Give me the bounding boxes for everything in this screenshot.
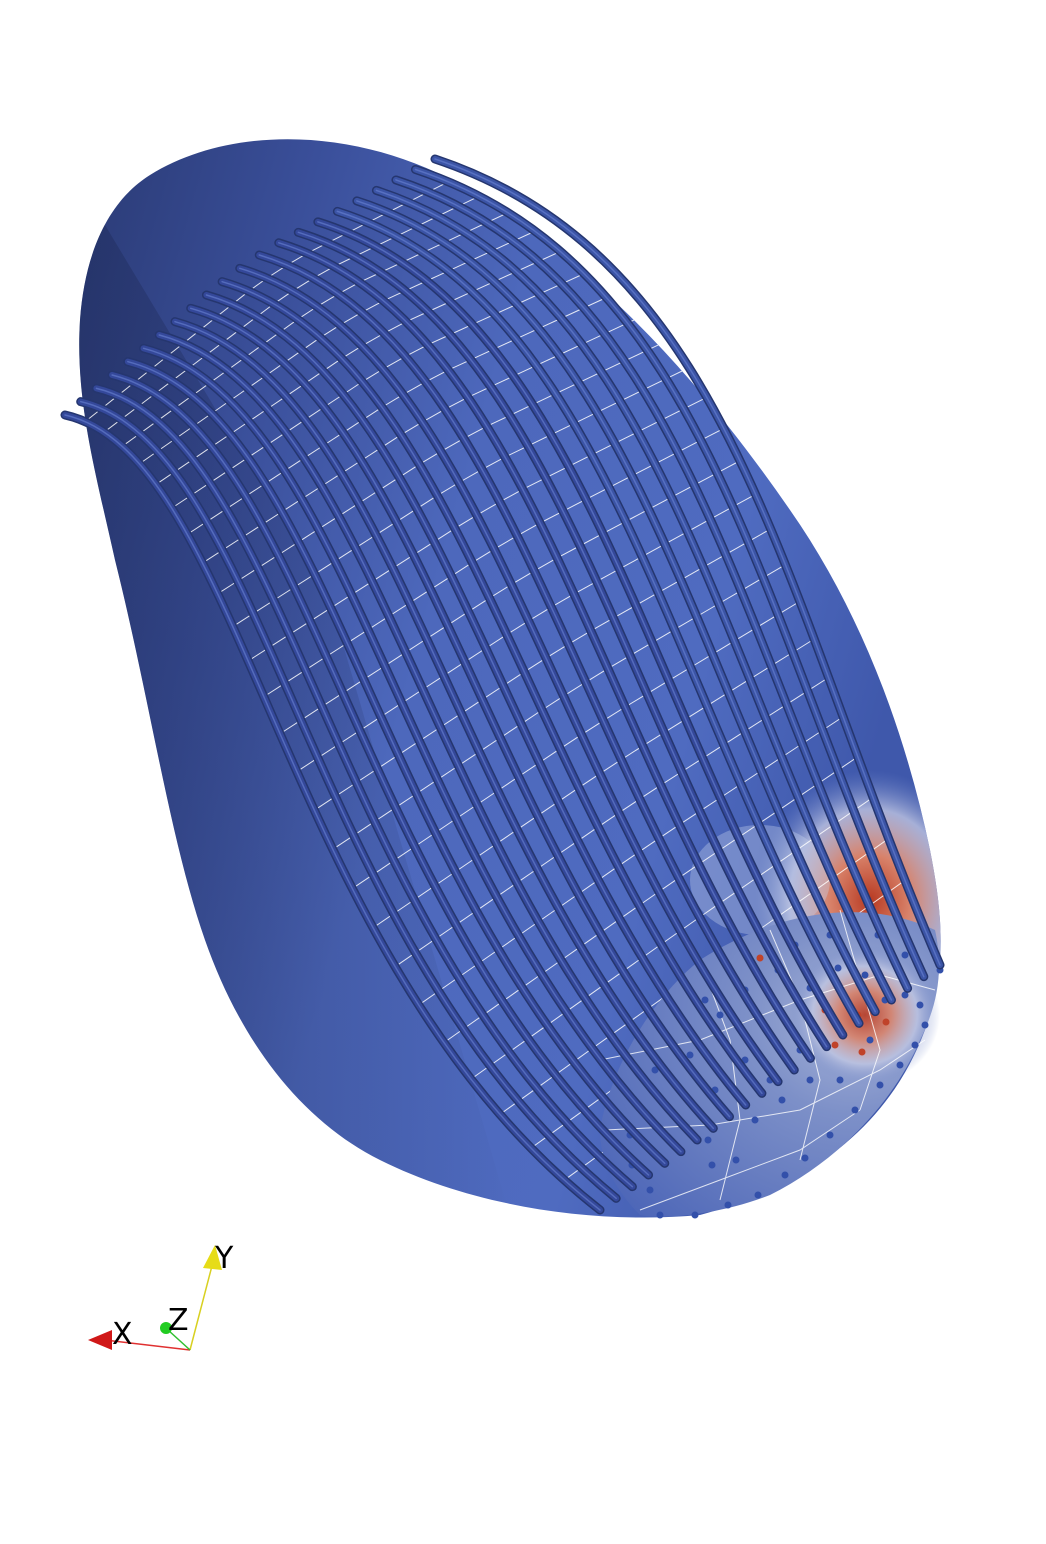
fiber-tube-highlight	[64, 414, 601, 1211]
mesh-node	[911, 1041, 919, 1049]
mesh-node	[724, 1201, 732, 1209]
mesh-node	[708, 1161, 716, 1169]
mesh-node	[834, 964, 842, 972]
mesh-node	[754, 1191, 762, 1199]
mesh-node	[901, 951, 909, 959]
fiber-tube-highlight	[278, 242, 812, 1060]
z-axis-label: Z	[168, 1303, 189, 1338]
x-axis-arrow	[88, 1330, 112, 1350]
mesh-node	[801, 1154, 809, 1162]
fiber-tube-highlight	[317, 221, 844, 1036]
fiber-tube-highlight	[79, 400, 617, 1200]
mesh-node	[826, 1131, 834, 1139]
mesh-node	[646, 1186, 654, 1194]
orientation-axes: X Y Z	[88, 1241, 234, 1352]
mesh-node	[651, 1066, 659, 1074]
fiber-tube-highlight	[356, 200, 876, 1013]
mesh-node	[716, 1011, 724, 1019]
mesh-node	[701, 996, 709, 1004]
y-axis-line	[189, 1261, 214, 1351]
fiber-tube-highlight	[95, 387, 634, 1188]
mesh-node	[806, 1076, 814, 1084]
mesh-node	[704, 1136, 712, 1144]
mesh-node	[756, 954, 764, 962]
mesh-node	[901, 991, 909, 999]
z-axis-line	[167, 1329, 191, 1351]
fiber-tube-highlight	[258, 254, 796, 1071]
mesh-node	[781, 1171, 789, 1179]
fiber-tube-highlight	[142, 347, 682, 1153]
mesh-node	[876, 1081, 884, 1089]
fiber-tube-highlight	[297, 231, 828, 1048]
fiber-tube-highlight	[375, 189, 893, 1001]
fiber-tube-highlight	[434, 158, 941, 966]
mesh-node	[916, 1001, 924, 1009]
fiber-tube-highlight	[205, 294, 747, 1106]
x-axis-line	[104, 1339, 191, 1351]
mesh-node	[732, 1156, 740, 1164]
mesh-node	[686, 1051, 694, 1059]
fiber-tube-highlight	[189, 307, 731, 1118]
y-axis-arrow	[203, 1245, 222, 1270]
mesh-node	[836, 1076, 844, 1084]
fiber-tube-highlight	[174, 320, 715, 1130]
x-axis-label: X	[112, 1317, 133, 1352]
mesh-node	[656, 1211, 664, 1219]
mesh-node	[882, 1018, 890, 1026]
fiber-tube-highlight	[395, 179, 909, 990]
fiber-tube-highlight	[221, 280, 763, 1095]
fiber-tube-highlight	[127, 360, 666, 1165]
fiber-tube-highlight	[336, 210, 860, 1025]
mesh-node	[751, 1116, 759, 1124]
mesh-node	[851, 1106, 859, 1114]
fiber-tube-highlight	[111, 374, 650, 1176]
mesh-node	[921, 1021, 929, 1029]
mesh-node	[896, 1061, 904, 1069]
mesh-node	[858, 1048, 866, 1056]
fiber-tube-highlight	[158, 334, 698, 1141]
mesh-node	[866, 1036, 874, 1044]
z-axis-marker	[160, 1322, 172, 1334]
mesh-node	[778, 1096, 786, 1104]
fiber-tubes	[60, 154, 945, 1215]
mesh-node	[861, 971, 869, 979]
fiber-tube-highlight	[239, 267, 779, 1083]
mesh-node	[831, 1041, 839, 1049]
y-axis-label: Y	[214, 1241, 234, 1276]
fiber-tube-highlight	[414, 168, 925, 978]
mesh-node	[691, 1211, 699, 1219]
